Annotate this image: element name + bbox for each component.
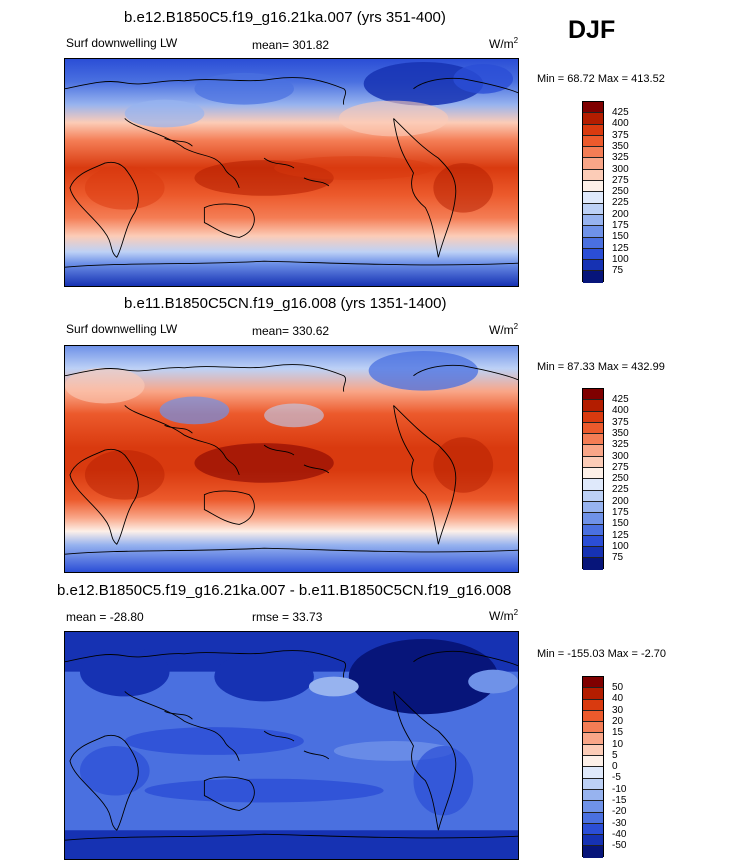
panel1-variable-label: Surf downwelling LW [66,36,178,50]
panel1-colorbar-tick: 150 [612,231,629,242]
panel2-colorbar [582,388,604,570]
panel1-minmax: Min = 68.72 Max = 413.52 [537,73,665,85]
panel3-minmax: Min = -155.03 Max = -2.70 [537,648,667,660]
panel3-colorbar-tick: 20 [612,716,624,727]
panel1-colorbar-tick: 75 [612,265,624,276]
panel2-colorbar-tick: 400 [612,405,629,416]
panel2-colorbar-tick: 275 [612,462,629,473]
panel2-colorbar-tick: 175 [612,507,629,518]
panel1-colorbar-tick: 400 [612,118,629,129]
panel2-anomalies [65,350,494,500]
panel1-units: W/m2 [489,36,519,51]
panel3-rmse-label: rmse = 33.73 [252,610,323,624]
panel1-anomalies [84,61,514,213]
panel2-colorbar-tick: 125 [612,530,629,541]
panel2-colorbar-tick: 200 [612,496,629,507]
panel2-colorbar-tick: 350 [612,428,629,439]
panel3-colorbar-tick: 40 [612,693,624,704]
panel2-colorbar-tick: 375 [612,417,629,428]
panel3-units: W/m2 [489,608,519,623]
panel2-variable-label: Surf downwelling LW [66,322,178,336]
panel2-title: b.e11.B1850C5CN.f19_g16.008 (yrs 1351-14… [124,295,447,312]
panel1-colorbar-tick: 200 [612,209,629,220]
panel1-colorbar-tick: 100 [612,254,629,265]
panel1-mean-label: mean= 301.82 [252,38,330,52]
panel1-coastlines [65,77,518,268]
panel2-mean-label: mean= 330.62 [252,324,330,338]
panel3-colorbar-tick: 50 [612,682,624,693]
panel3-colorbar-tick: -30 [612,818,627,829]
panel1-colorbar-tick: 300 [612,164,629,175]
panel3-colorbar-tick: -10 [612,784,627,795]
panel1-colorbar-tick: 225 [612,197,629,208]
season-label: DJF [568,16,616,44]
panel2-colorbar-tick: 150 [612,518,629,529]
panel3-colorbar-tick: -40 [612,829,627,840]
panel2-coastlines [65,364,518,555]
panel2-colorbar-tick: 75 [612,552,624,563]
panel2-minmax: Min = 87.33 Max = 432.99 [537,361,665,373]
panel2-colorbar-tick: 225 [612,484,629,495]
panel3-colorbar-tick: 10 [612,739,624,750]
panel3-coastlines [65,650,518,841]
panel1-colorbar-tick: 275 [612,175,629,186]
panel3-anomalies [65,632,518,859]
panel3-colorbar-tick: -20 [612,806,627,817]
panel1-colorbar-tick: 250 [612,186,629,197]
panel3-colorbar-tick: 5 [612,750,618,761]
panel3-colorbar-tick: -15 [612,795,627,806]
panel1-colorbar-tick: 375 [612,130,629,141]
panel1-colorbar-tick: 125 [612,243,629,254]
panel2-colorbar-tick: 250 [612,473,629,484]
panel1-colorbar-tick: 325 [612,152,629,163]
panel2-units: W/m2 [489,322,519,337]
panel1-title: b.e12.B1850C5.f19_g16.21ka.007 (yrs 351-… [124,9,446,26]
panel3-colorbar-tick: 30 [612,705,624,716]
panel1-map [64,58,519,287]
panel3-colorbar-tick: -50 [612,840,627,851]
panel2-colorbar-tick: 325 [612,439,629,450]
panel3-mean-label: mean = -28.80 [66,610,144,624]
panel1-colorbar-tick: 175 [612,220,629,231]
panel1-colorbar-tick: 425 [612,107,629,118]
panel1-colorbar-tick: 350 [612,141,629,152]
panel3-colorbar-tick: -5 [612,772,621,783]
panel1-colorbar [582,101,604,283]
panel3-colorbar [582,676,604,858]
panel3-colorbar-tick: 0 [612,761,618,772]
panel3-title: b.e12.B1850C5.f19_g16.21ka.007 - b.e11.B… [57,582,512,599]
panel2-colorbar-tick: 300 [612,451,629,462]
panel3-colorbar-tick: 15 [612,727,624,738]
panel2-map [64,345,519,573]
panel2-colorbar-tick: 100 [612,541,629,552]
panel2-colorbar-tick: 425 [612,394,629,405]
panel3-map [64,631,519,860]
